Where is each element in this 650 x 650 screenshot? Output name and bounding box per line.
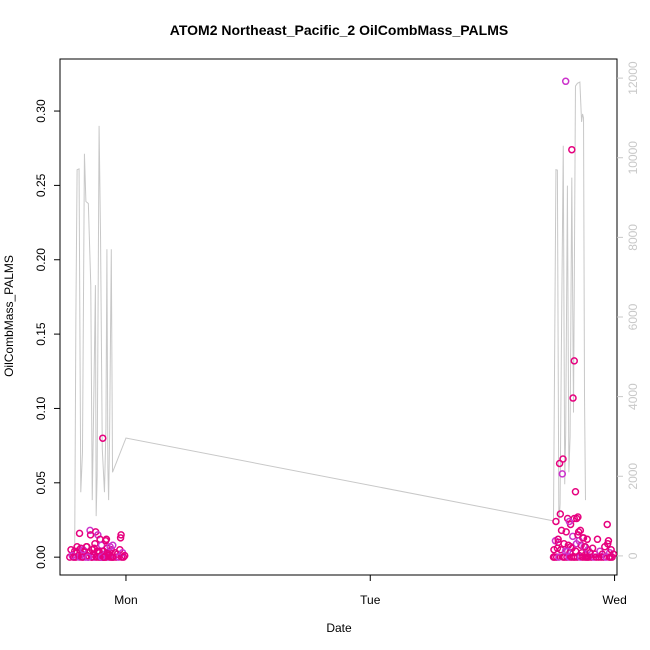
data-point xyxy=(558,470,567,478)
data-point xyxy=(91,540,99,548)
data-point xyxy=(603,520,611,529)
data-point xyxy=(604,537,613,545)
data-point xyxy=(559,455,567,463)
data-point xyxy=(574,513,582,521)
data-point xyxy=(570,357,578,365)
data-point xyxy=(116,534,125,542)
data-point xyxy=(568,145,576,154)
data-point xyxy=(576,526,585,535)
data-point xyxy=(588,544,597,552)
y2-tick-label: 12000 xyxy=(626,61,640,95)
y-tick-label: 0.30 xyxy=(34,99,48,123)
data-point xyxy=(562,528,570,536)
data-point xyxy=(119,553,128,561)
data-point xyxy=(592,553,600,561)
data-point xyxy=(88,553,96,561)
data-point xyxy=(593,535,602,544)
data-point xyxy=(581,543,589,551)
data-point xyxy=(565,517,574,526)
y2-tick-label: 10000 xyxy=(626,141,640,175)
data-point xyxy=(554,538,563,547)
x-axis-label: Date xyxy=(326,621,352,635)
data-point xyxy=(583,553,592,561)
data-point xyxy=(557,526,566,535)
y-tick-label: 0.20 xyxy=(34,248,48,272)
plot-frame xyxy=(59,58,618,576)
data-point xyxy=(561,77,570,86)
data-point xyxy=(108,553,117,561)
series-line xyxy=(74,81,586,556)
data-point xyxy=(574,528,583,536)
data-point xyxy=(103,548,112,557)
data-point xyxy=(83,543,91,551)
data-point xyxy=(554,535,562,544)
data-point xyxy=(106,543,114,551)
y2-tick-label: 4000 xyxy=(626,383,640,410)
data-point xyxy=(69,553,78,561)
data-point xyxy=(100,553,108,561)
y-axis-label: OilCombMass_PALMS xyxy=(2,255,16,377)
data-point xyxy=(563,547,572,555)
data-point xyxy=(571,487,580,496)
x-tick-label: Wed xyxy=(602,593,626,607)
data-point xyxy=(572,514,581,523)
data-point xyxy=(68,551,76,560)
y-tick-label: 0.00 xyxy=(34,545,48,569)
y2-tick-label: 0 xyxy=(626,552,640,559)
plot-marks xyxy=(66,77,618,561)
data-point xyxy=(75,545,84,554)
data-point xyxy=(84,553,92,561)
data-point xyxy=(569,394,577,402)
y-tick-label: 0.15 xyxy=(34,322,48,346)
data-point xyxy=(552,517,560,526)
data-point xyxy=(117,531,125,539)
y-tick-label: 0.10 xyxy=(34,396,48,420)
data-point xyxy=(579,534,587,542)
data-point xyxy=(102,535,111,544)
data-point xyxy=(120,551,129,560)
x-tick-label: Tue xyxy=(360,593,381,607)
data-point xyxy=(583,535,591,544)
y-tick-label: 0.05 xyxy=(34,471,48,495)
y2-tick-label: 2000 xyxy=(626,463,640,490)
y2-tick-label: 8000 xyxy=(626,224,640,251)
data-point xyxy=(75,529,84,538)
data-point xyxy=(609,550,618,558)
data-point xyxy=(95,547,103,555)
x-tick-label: Mon xyxy=(114,593,137,607)
data-point xyxy=(97,553,106,561)
y-tick-label: 0.25 xyxy=(34,173,48,197)
y2-tick-label: 6000 xyxy=(626,303,640,330)
data-point xyxy=(99,434,107,442)
chart-title: ATOM2 Northeast_Pacific_2 OilCombMass_PA… xyxy=(170,22,508,38)
data-point xyxy=(557,545,565,554)
data-point xyxy=(556,510,565,518)
